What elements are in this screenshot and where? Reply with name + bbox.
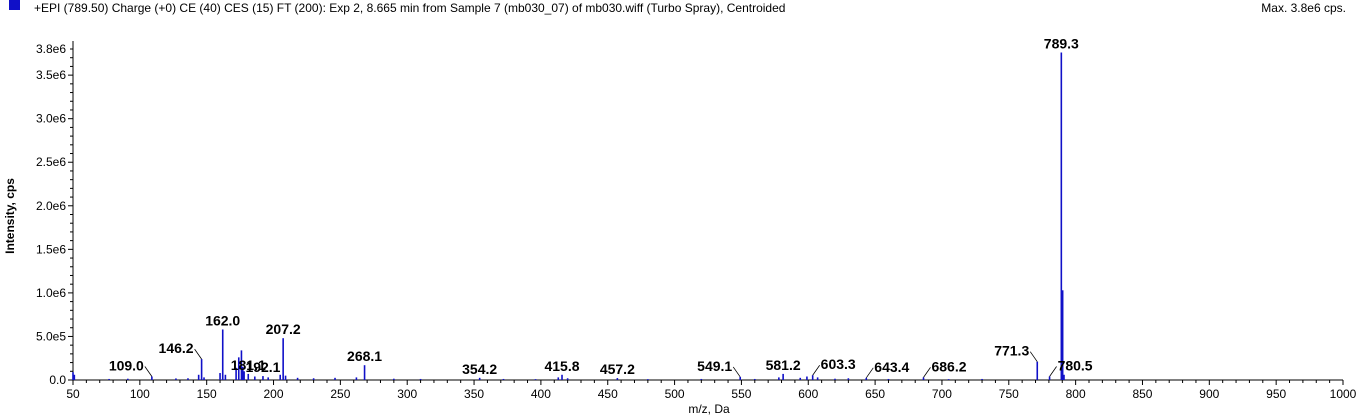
peak-label: 603.3 (821, 356, 856, 372)
y-tick-label: 5.0e5 (36, 329, 66, 343)
peak-label: 457.2 (600, 361, 635, 377)
label-leader (1029, 351, 1038, 362)
peak-label: 109.0 (109, 358, 144, 374)
x-axis-title: m/z, Da (688, 402, 730, 416)
peak-label: 192.1 (245, 359, 280, 375)
y-tick-label: 0.0 (49, 373, 66, 387)
label-leader (194, 348, 202, 360)
label-leader (1049, 366, 1057, 377)
label-leader (732, 366, 741, 378)
y-tick-label: 3.8e6 (36, 42, 66, 56)
peak-label: 146.2 (159, 340, 194, 356)
label-leader (812, 364, 821, 376)
y-axis-title: Intensity, cps (3, 178, 17, 254)
peak-label: 771.3 (994, 343, 1029, 359)
x-tick-label: 700 (932, 387, 952, 401)
max-intensity-readout: Max. 3.8e6 cps. (1261, 1, 1346, 15)
x-tick-label: 350 (464, 387, 484, 401)
peak-label: 789.3 (1044, 35, 1079, 51)
peak-label: 162.0 (205, 312, 240, 328)
peak-label: 415.8 (544, 358, 579, 374)
legend-swatch (9, 0, 20, 10)
label-leaders (144, 348, 1057, 379)
x-tick-label: 650 (865, 387, 885, 401)
x-tick-label: 550 (731, 387, 751, 401)
peak-label: 549.1 (697, 358, 732, 374)
chart-title: +EPI (789.50) Charge (+0) CE (40) CES (1… (34, 1, 785, 15)
y-tick-label: 2.5e6 (36, 155, 66, 169)
y-tick-label: 1.0e6 (36, 286, 66, 300)
x-tick-label: 300 (397, 387, 417, 401)
x-tick-label: 100 (130, 387, 150, 401)
x-tick-label: 250 (330, 387, 350, 401)
x-tick-label: 450 (598, 387, 618, 401)
peak-label: 686.2 (931, 358, 966, 374)
x-tick-label: 500 (665, 387, 685, 401)
y-tick-label: 1.5e6 (36, 242, 66, 256)
label-leader (923, 367, 931, 378)
label-leader (865, 367, 874, 379)
x-tick-label: 850 (1132, 387, 1152, 401)
peak-label: 581.2 (766, 357, 801, 373)
y-tick-label: 3.0e6 (36, 112, 66, 126)
peak-label: 780.5 (1058, 358, 1093, 374)
x-tick-label: 900 (1199, 387, 1219, 401)
y-tick-label: 3.5e6 (36, 68, 66, 82)
x-tick-label: 400 (531, 387, 551, 401)
x-tick-label: 600 (798, 387, 818, 401)
x-tick-label: 750 (999, 387, 1019, 401)
y-tick-label: 2.0e6 (36, 199, 66, 213)
peak-label: 643.4 (874, 359, 909, 375)
x-tick-label: 200 (264, 387, 284, 401)
x-tick-label: 50 (66, 387, 80, 401)
peak-label: 207.2 (266, 321, 301, 337)
label-leader (144, 366, 153, 377)
axes (72, 41, 1343, 381)
peaks (72, 52, 1065, 380)
peak-label: 268.1 (347, 348, 382, 364)
x-tick-label: 1000 (1330, 387, 1357, 401)
peak-label: 354.2 (462, 361, 497, 377)
x-tick-label: 950 (1266, 387, 1286, 401)
y-axis-ticks: 0.0 5.0e5 1.0e6 1.5e6 2.0e6 2.5e6 3.0e6 3.5e6 3.… (36, 42, 73, 387)
peak-label: 181.1 (231, 357, 266, 373)
x-axis-ticks: 50 100 150 200 250 300 350 400 450 500 550 600 650 70… (66, 380, 1357, 401)
x-tick-label: 800 (1066, 387, 1086, 401)
x-tick-label: 150 (197, 387, 217, 401)
